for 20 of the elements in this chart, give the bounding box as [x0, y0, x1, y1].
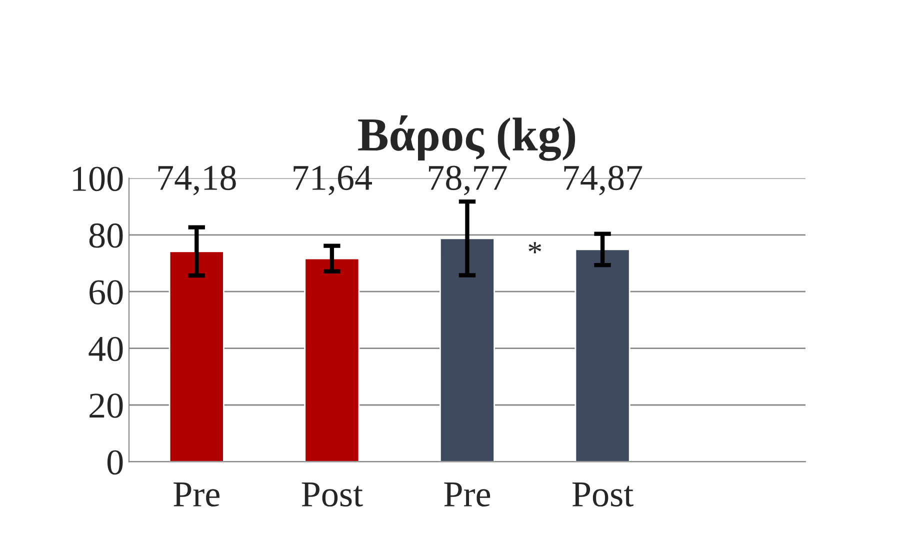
x-tick-label: Post: [302, 482, 363, 507]
y-tick-label: 80: [89, 223, 123, 248]
bar: [574, 248, 630, 462]
data-label: 71,64: [294, 166, 372, 196]
annotation: *: [528, 242, 542, 254]
y-tick-label: 100: [73, 166, 123, 192]
y-tick-label: 20: [90, 394, 123, 418]
y-tick-label: 0: [107, 450, 123, 475]
x-tick-label: Post: [572, 482, 634, 507]
data-label: 74,18: [158, 166, 236, 196]
x-tick-label: Pre: [444, 482, 490, 507]
x-tick-label: Pre: [174, 482, 220, 507]
chart-title: Βάρος (kg): [358, 115, 576, 161]
bar: [168, 250, 224, 462]
bar: [304, 258, 360, 462]
y-tick-label: 40: [88, 336, 123, 362]
y-tick-label: 60: [90, 280, 123, 304]
data-label: 78,77: [428, 166, 507, 196]
data-label: 74,87: [564, 166, 642, 196]
bar: [439, 238, 495, 462]
